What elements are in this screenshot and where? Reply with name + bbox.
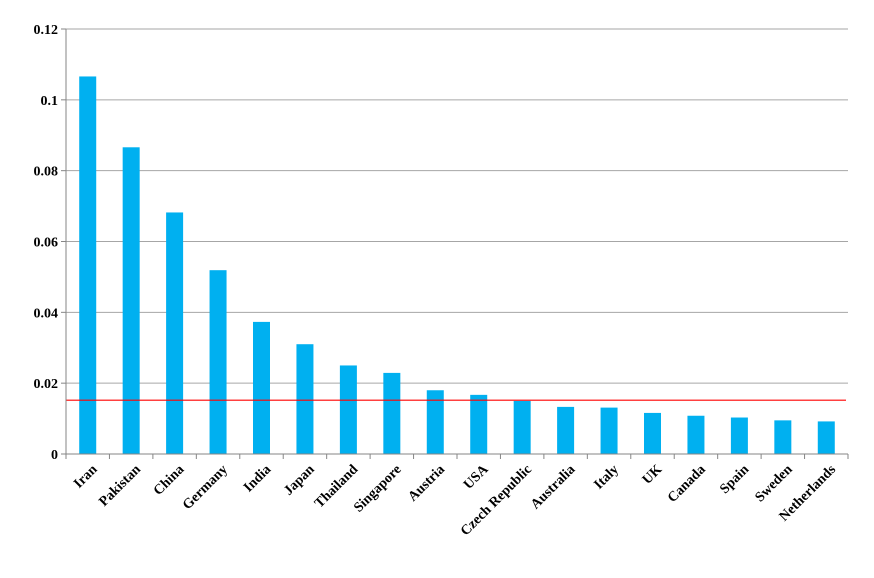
gridlines <box>66 28 848 384</box>
bar-czech-republic <box>513 400 531 454</box>
y-tick-label: 0.06 <box>34 236 59 251</box>
bar-thailand <box>339 365 357 454</box>
y-tick-label: 0 <box>51 448 58 463</box>
bars <box>79 76 835 454</box>
bar-uk <box>644 412 661 454</box>
x-category-label: Japan <box>281 462 318 499</box>
bar-iran <box>79 76 97 454</box>
y-tick-label: 0.08 <box>34 165 59 180</box>
x-category-label: Pakistan <box>97 462 145 510</box>
axes <box>61 28 849 459</box>
x-category-label: Australia <box>528 462 578 512</box>
y-tick-label: 0.1 <box>41 94 59 109</box>
bar-japan <box>296 344 314 454</box>
bar-india <box>253 321 270 454</box>
x-category-label: UK <box>640 462 666 488</box>
x-category-label: China <box>151 462 187 498</box>
y-tick-labels: 0 0.02 0.04 0.06 0.08 0.1 0.12 <box>34 23 59 463</box>
bar-netherlands <box>817 421 835 454</box>
bar-sweden <box>774 420 792 454</box>
x-category-label: Canada <box>665 462 709 506</box>
x-category-label: USA <box>461 462 492 493</box>
x-category-label: Italy <box>591 462 621 492</box>
bar-pakistan <box>122 147 140 454</box>
bar-germany <box>209 270 227 454</box>
x-category-label: Spain <box>717 462 752 497</box>
x-category-label: Singapore <box>351 462 404 515</box>
x-category-label: Germany <box>180 462 231 513</box>
x-category-label: Sweden <box>753 462 796 505</box>
y-tick-label: 0.12 <box>34 23 59 38</box>
bar-china <box>166 212 184 454</box>
bar-italy <box>600 407 618 454</box>
x-category-label: Austria <box>406 462 449 505</box>
bar-australia <box>557 406 575 454</box>
bar-singapore <box>383 372 401 454</box>
x-category-label: India <box>241 462 274 495</box>
y-tick-label: 0.04 <box>34 306 59 321</box>
bar-usa <box>470 394 488 454</box>
bar-canada <box>687 415 705 454</box>
y-tick-label: 0.02 <box>34 377 59 392</box>
bar-austria <box>426 390 444 454</box>
bar-spain <box>730 417 748 454</box>
x-category-label: Iran <box>71 462 100 491</box>
